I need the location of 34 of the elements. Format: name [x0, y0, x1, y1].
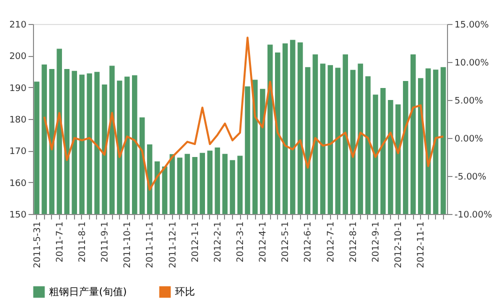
y-tick-label: 170: [9, 147, 27, 158]
x-tick-label: 2012-3-1: [236, 222, 246, 262]
x-tick-label: 2011-7-1: [55, 222, 66, 262]
x-tick-label: 2012-1-1: [190, 222, 201, 262]
x-tick-label: 2012-4-1: [258, 222, 269, 262]
legend-label: 环比: [175, 286, 195, 298]
x-tick-label: 2011-12-1: [168, 222, 178, 268]
x-tick-label: 2011-11-1: [146, 222, 156, 268]
x-tick-label: 2012-10-1: [394, 222, 404, 268]
x-tick-label: 2011-8-1: [78, 222, 88, 262]
x-tick-label: 2012-7-1: [326, 222, 336, 262]
y-tick-label: 150: [9, 210, 27, 220]
line-series: [43, 36, 444, 191]
legend-label: 粗钢日产量(旬值): [49, 286, 127, 298]
y2-tick-label: 0.00%: [454, 134, 484, 144]
y-tick-label: 190: [9, 84, 27, 94]
y-tick-label: 160: [9, 178, 27, 189]
y-tick-label: 200: [9, 52, 27, 62]
x-tick-label: 2012-9-1: [371, 222, 382, 262]
x-tick-label: 2012-5-1: [281, 222, 292, 262]
x-tick-label: 2012-6-1: [304, 222, 314, 262]
y2-tick-label: 15.00%: [454, 20, 490, 30]
y2-tick-label: 5.00%: [454, 96, 484, 106]
y2-tick-label: -5.00%: [454, 172, 487, 182]
x-tick-label: 2011-9-1: [100, 222, 111, 262]
x-tick-label: 2011-10-1: [123, 222, 134, 268]
y2-tick-label: 10.00%: [454, 58, 490, 68]
x-tick-label: 2012-2-1: [213, 222, 224, 262]
x-tick-label: 2012-8-1: [348, 222, 359, 262]
x-tick-label: 2011-5-31: [32, 222, 43, 268]
y2-tick-label: -10.00%: [454, 210, 493, 220]
y-tick-label: 180: [9, 116, 27, 126]
y-tick-label: 210: [9, 20, 27, 30]
x-tick-label: 2012-11-1: [416, 222, 427, 268]
